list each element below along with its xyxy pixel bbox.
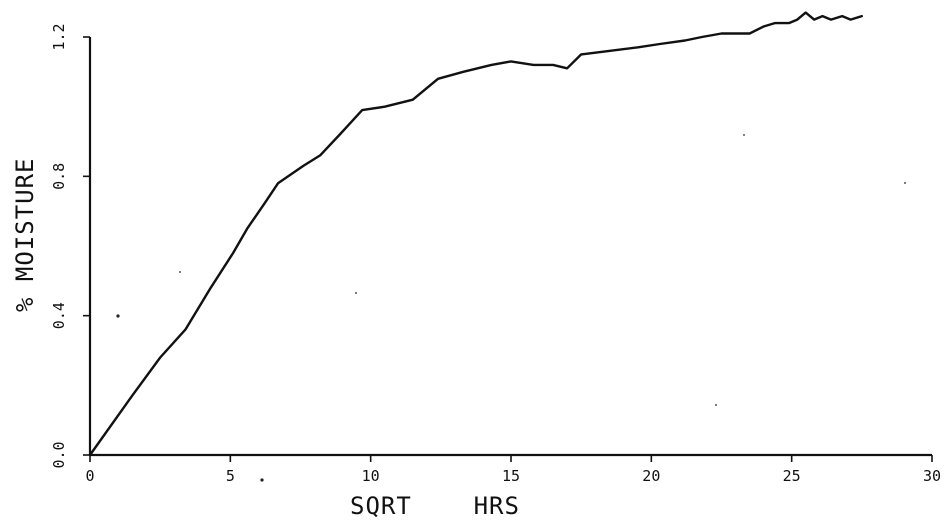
scan-speck	[179, 271, 181, 273]
x-tick-label: 20	[642, 467, 660, 485]
x-tick-label: 25	[783, 467, 801, 485]
scan-speck	[904, 182, 906, 184]
y-tick-label: 0.0	[50, 441, 68, 468]
y-tick-label: 1.2	[50, 23, 68, 50]
x-tick-label: 10	[362, 467, 380, 485]
x-tick-label: 0	[85, 467, 94, 485]
series-group	[88, 11, 863, 457]
y-axis-ticks: 0.0 0.4 0.8 1.2	[50, 23, 90, 469]
scan-speck	[715, 404, 717, 406]
x-axis-title: SQRT HRS	[350, 492, 520, 520]
scan-speck	[355, 292, 357, 294]
scan-speck	[743, 134, 745, 136]
x-tick-label: 30	[923, 467, 941, 485]
scan-speck	[260, 478, 264, 482]
moisture-series-line	[88, 11, 863, 457]
axes	[88, 37, 932, 457]
y-tick-label: 0.8	[50, 163, 68, 190]
x-tick-label: 5	[226, 467, 235, 485]
y-axis-title: % MOISTURE	[11, 158, 39, 313]
scan-speck	[116, 314, 120, 318]
x-axis-ticks: 0 5 10 15 20 25 30	[85, 455, 941, 485]
scan-specks	[116, 134, 906, 482]
x-tick-label: 15	[502, 467, 520, 485]
y-tick-label: 0.4	[50, 302, 68, 329]
